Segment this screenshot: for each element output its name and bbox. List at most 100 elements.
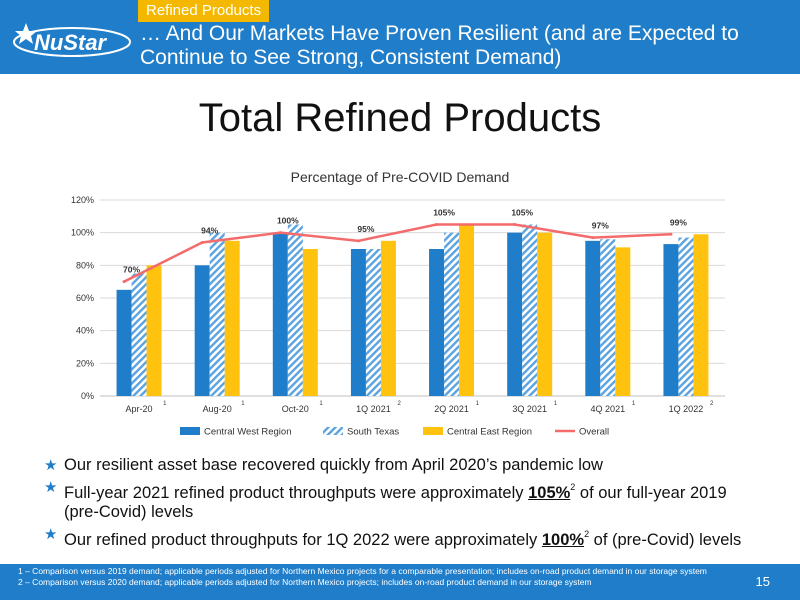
bar-south-texas (209, 232, 225, 396)
bar-central-west-region (663, 244, 679, 396)
page-number: 15 (755, 574, 770, 589)
bar-central-east-region (459, 224, 475, 396)
x-tick-label: Apr-20 (126, 404, 153, 414)
bar-central-east-region (302, 249, 318, 396)
point-overall (435, 223, 439, 226)
bar-central-west-region (194, 265, 210, 396)
bar-south-texas (365, 249, 381, 396)
bullet-highlight: 105% (528, 484, 571, 502)
x-tick-footnote: 1 (476, 401, 480, 407)
header-title: … And Our Markets Have Proven Resilient … (140, 22, 739, 69)
page-title: Total Refined Products (198, 96, 602, 140)
footnote-ref: 2 (584, 529, 590, 539)
bar-central-west-region (429, 249, 445, 396)
star-icon: ★ (44, 526, 58, 543)
legend-swatch-central-east-region (423, 427, 443, 435)
data-label: 105% (433, 208, 455, 218)
footnotes: 1 – Comparison versus 2019 demand; appli… (18, 566, 738, 587)
data-label: 97% (592, 221, 609, 231)
x-tick-footnote: 1 (319, 401, 323, 407)
bar-central-west-region (272, 232, 288, 396)
x-tick-label: 4Q 2021 (591, 404, 626, 414)
x-tick-label: 3Q 2021 (512, 404, 547, 414)
demand-chart: Percentage of Pre-COVID Demand 0% 20% 40% 6… (71, 169, 725, 438)
y-tick-label: 120% (71, 195, 94, 205)
bar-central-west-region (350, 249, 366, 396)
data-label: 70% (123, 265, 140, 275)
bullet-list: ★ Our resilient asset base recovered qui… (44, 456, 764, 553)
bar-central-west-region (116, 289, 132, 396)
data-label: 100% (277, 216, 299, 226)
section-tag: Refined Products (138, 0, 270, 22)
data-label: 95% (357, 224, 374, 234)
y-tick-label: 60% (76, 293, 94, 303)
x-tick-footnote: 1 (632, 401, 636, 407)
y-tick-label: 20% (76, 358, 94, 368)
bar-central-east-region (224, 240, 240, 396)
x-tick-footnote: 1 (554, 401, 558, 407)
x-tick-footnote: 1 (241, 401, 245, 407)
y-tick-label: 40% (76, 326, 94, 336)
bullet-text: Our resilient asset base recovered quick… (64, 456, 603, 474)
x-tick-footnote: 1 (163, 401, 167, 407)
footnote-2: 2 – Comparison versus 2020 demand; appli… (18, 576, 592, 587)
bar-central-east-region (146, 265, 162, 396)
bar-central-west-region (585, 240, 601, 396)
x-tick-label: 1Q 2021 (356, 404, 391, 414)
bullet-highlight: 100% (541, 531, 585, 549)
point-overall (513, 223, 517, 226)
bullet-text-tail: of (pre-Covid) levels (589, 531, 742, 549)
point-overall (669, 232, 673, 236)
bar-central-east-region (380, 240, 396, 396)
legend-label: South Texas (347, 427, 399, 438)
x-tick-footnote: 2 (710, 401, 714, 407)
bar-south-texas (522, 224, 538, 396)
legend-label: Central West Region (204, 427, 291, 438)
bullet-text: Full-year 2021 refined product throughpu… (64, 484, 529, 502)
logo-text: NuStar (34, 30, 108, 55)
data-label: 105% (511, 208, 533, 218)
y-tick-label: 100% (71, 228, 94, 238)
bullet-text-tail: of our full-year 2019 (pre-Covid) levels (64, 484, 727, 521)
bar-central-east-region (693, 234, 709, 396)
footnote-1: 1 – Comparison versus 2019 demand; appli… (18, 566, 707, 576)
bar-south-texas (678, 237, 694, 396)
bullet-item: ★ Our resilient asset base recovered qui… (44, 456, 764, 475)
data-label: 94% (201, 225, 218, 235)
x-tick-label: Oct-20 (282, 404, 309, 414)
bar-central-west-region (507, 232, 523, 396)
bar-central-east-region (537, 232, 553, 396)
legend-swatch-south-texas (323, 427, 343, 435)
x-tick-label: 1Q 2022 (669, 404, 704, 414)
bar-central-east-region (615, 247, 631, 396)
bar-south-texas (131, 273, 147, 396)
star-icon: ★ (44, 479, 58, 496)
bullet-item: ★ Full-year 2021 refined product through… (44, 478, 764, 522)
point-overall (591, 236, 595, 240)
footnote-ref: 2 (570, 482, 576, 492)
x-tick-label: Aug-20 (203, 404, 232, 414)
x-tick-label: 2Q 2021 (434, 404, 469, 414)
nustar-logo: NuStar (13, 23, 131, 57)
legend-swatch-central-west-region (180, 427, 200, 435)
point-overall (278, 231, 282, 235)
y-tick-label: 80% (76, 260, 94, 270)
bullet-text: Our refined product throughputs for 1Q 2… (64, 531, 542, 549)
legend-label: Central East Region (447, 427, 532, 438)
y-tick-label: 0% (81, 391, 94, 401)
point-overall (200, 240, 204, 244)
chart-title: Percentage of Pre-COVID Demand (291, 169, 510, 185)
header-bar: NuStar Refined Products … And Our Market… (0, 0, 800, 74)
data-label: 99% (670, 217, 687, 227)
bar-south-texas (600, 239, 616, 396)
point-overall (122, 280, 126, 284)
legend-label: Overall (579, 427, 609, 438)
footer-bar: 1 – Comparison versus 2019 demand; appli… (0, 564, 800, 600)
x-tick-footnote: 2 (397, 401, 401, 407)
bullet-item: ★ Our refined product throughputs for 1Q… (44, 525, 764, 550)
bar-south-texas (287, 224, 303, 396)
bar-south-texas (444, 232, 460, 396)
point-overall (356, 239, 360, 243)
star-icon: ★ (44, 457, 58, 474)
line-overall (123, 223, 671, 283)
